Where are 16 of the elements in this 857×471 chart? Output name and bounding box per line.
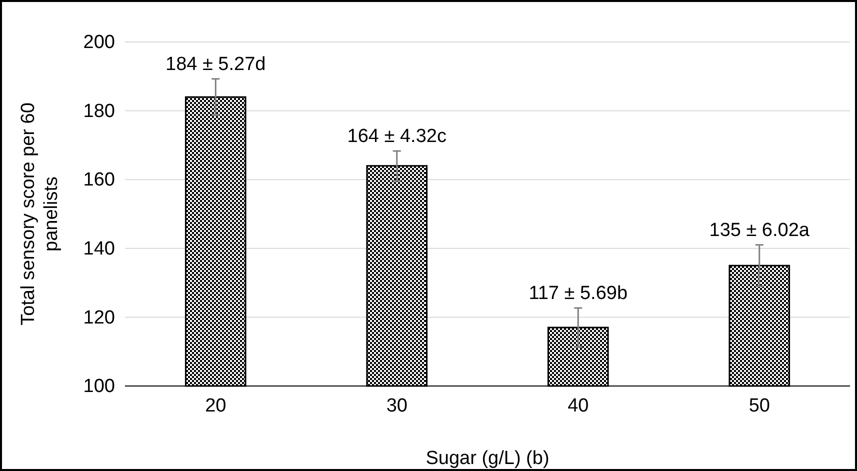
x-tick-label: 20 [205,395,226,416]
x-tick-label: 50 [748,395,770,416]
y-tick-label: 180 [83,100,115,122]
data-label: 164 ± 4.32c [347,126,446,147]
x-tick-label: 40 [568,395,589,416]
data-label: 135 ± 6.02a [709,220,810,241]
y-tick-label: 140 [83,238,115,260]
y-tick-label: 120 [83,307,115,328]
y-tick-label: 200 [83,32,115,54]
x-axis-title: Sugar (g/L) (b) [426,448,550,469]
data-label: 184 ± 5.27d [166,54,266,75]
y-tick-label: 160 [83,170,115,191]
data-label: 117 ± 5.69b [528,282,628,304]
y-tick-label: 100 [83,376,115,398]
x-tick-label: 30 [386,395,408,416]
y-axis-title: Total sensory score per 60 panelists [18,102,62,326]
